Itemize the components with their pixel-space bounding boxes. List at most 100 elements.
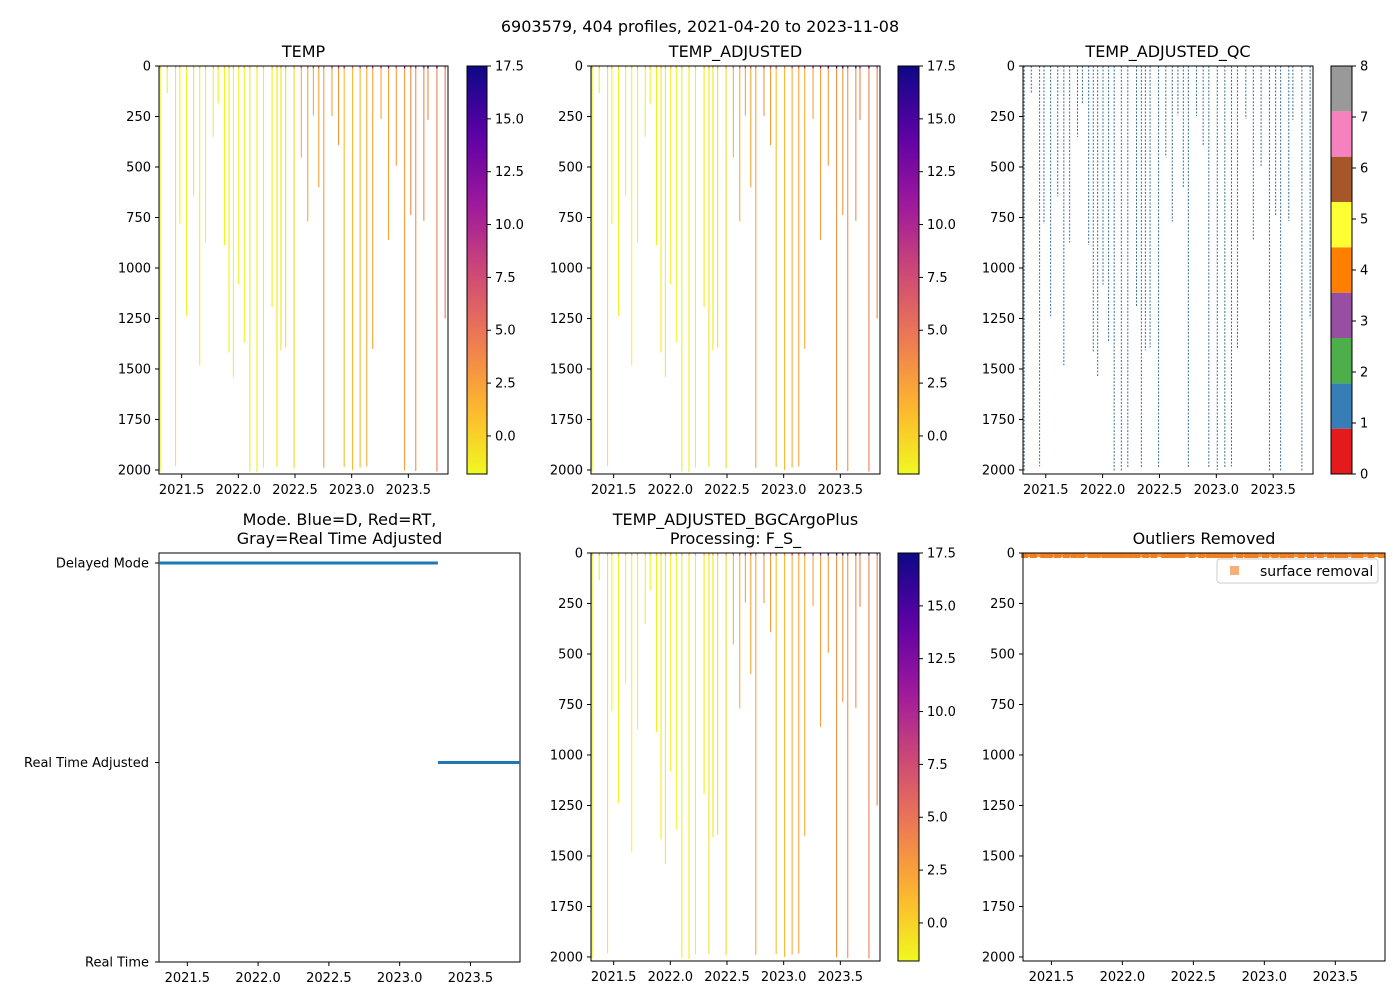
temp_qc-ytick-label: 500 <box>990 160 1015 175</box>
temp_adj-ytick-label: 1750 <box>550 413 583 428</box>
temp_adj-ytick-label: 0 <box>575 60 583 75</box>
outliers-ytick-label: 1500 <box>982 849 1015 864</box>
temp-xtick-label: 2023.0 <box>329 483 375 498</box>
bgc-colorbar-frame <box>897 552 920 962</box>
temp_qc-ytick-label: 250 <box>990 110 1015 125</box>
temp-frame <box>158 65 449 475</box>
outliers-xtick-label: 2022.5 <box>1171 970 1217 985</box>
mode-title-line: Mode. Blue=D, Red=RT, <box>243 510 437 529</box>
temp-ytick-label: 1750 <box>118 413 151 428</box>
bgc-colorbar-label: 0.0 <box>927 916 948 931</box>
temp_qc-colorbar-label: 3 <box>1360 315 1368 330</box>
outliers-ytick-label: 500 <box>990 647 1015 662</box>
mode-ytick-label: Delayed Mode <box>56 557 149 572</box>
temp-colorbar-label: 12.5 <box>495 165 524 180</box>
bgc-colorbar: 0.0 2.5 5.0 7.5 10.0 12.5 15.0 17.5 <box>897 547 956 962</box>
temp-xtick-label: 2022.5 <box>272 483 318 498</box>
temp_qc-colorbar-swatch <box>1331 338 1352 384</box>
temp_qc-ytick-label: 1500 <box>982 362 1015 377</box>
temp_adj-colorbar-label: 17.5 <box>927 60 956 75</box>
bgc-ytick-label: 500 <box>558 647 583 662</box>
temp_qc-xtick-label: 2022.5 <box>1137 483 1183 498</box>
temp_qc-colorbar-label: 1 <box>1360 417 1368 432</box>
temp_adj-colorbar-label: 12.5 <box>927 165 956 180</box>
temp_qc-colorbar-label: 7 <box>1360 111 1368 126</box>
bgc-ytick-label: 1750 <box>550 900 583 915</box>
mode-xtick-label: 2022.5 <box>306 971 352 986</box>
temp_adj-xtick-label: 2022.0 <box>648 483 694 498</box>
mode-frame <box>158 552 521 963</box>
temp_qc-ytick-label: 2000 <box>982 463 1015 478</box>
outliers-ytick-label: 1750 <box>982 900 1015 915</box>
temp-ytick-label: 250 <box>126 110 151 125</box>
temp-colorbar-label: 15.0 <box>495 112 524 127</box>
temp_qc-series <box>1023 66 1311 472</box>
mode-xtick-label: 2022.0 <box>235 971 281 986</box>
temp_adj-title: TEMP_ADJUSTED <box>668 42 802 62</box>
temp_qc-title: TEMP_ADJUSTED_QC <box>1084 42 1250 62</box>
bgc-ytick-label: 1000 <box>550 748 583 763</box>
temp_adj-colorbar-label: 7.5 <box>927 271 948 286</box>
bgc-colorbar-label: 7.5 <box>927 758 948 773</box>
outliers-legend: surface removal <box>1216 558 1379 584</box>
mode-xtick-label: 2023.0 <box>377 971 423 986</box>
temp-ytick-label: 1500 <box>118 362 151 377</box>
temp-colorbar: 0.0 2.5 5.0 7.5 10.0 12.5 15.0 17.5 <box>466 60 524 475</box>
temp_qc-colorbar-swatch <box>1331 247 1352 293</box>
temp-colorbar-fill <box>467 66 487 474</box>
temp_qc-colorbar-swatch <box>1331 428 1352 474</box>
temp_adj-colorbar-fill <box>898 66 919 474</box>
temp-xtick-label: 2022.0 <box>216 483 262 498</box>
mode-series <box>159 561 520 764</box>
mode-ytick-label: Real Time Adjusted <box>24 756 149 771</box>
temp_qc-colorbar-frame <box>1330 65 1353 475</box>
temp_adj-ytick-label: 1500 <box>550 362 583 377</box>
temp_qc-colorbar-label: 5 <box>1360 213 1368 228</box>
temp-axes: 2021.5 2022.0 2022.5 2023.0 2023.5 0 250 500 750… <box>118 42 449 498</box>
temp_adj-ytick-label: 250 <box>558 110 583 125</box>
temp_adj-axes: 2021.5 2022.0 2022.5 2023.0 2023.5 0 250 500 750… <box>550 42 881 498</box>
temp_qc-colorbar-swatch <box>1331 202 1352 248</box>
temp_qc-ytick-label: 1750 <box>982 413 1015 428</box>
temp_qc-colorbar-swatch <box>1331 383 1352 429</box>
mode-xtick-label: 2023.5 <box>448 971 494 986</box>
temp-colorbar-label: 7.5 <box>495 271 516 286</box>
mode-ytick-label: Real Time <box>85 956 149 971</box>
bgc-xtick-label: 2023.0 <box>761 970 807 985</box>
outliers-legend-label: surface removal <box>1260 564 1373 580</box>
outliers-ytick-label: 1250 <box>982 799 1015 814</box>
bgc-axes: 2021.5 2022.0 2022.5 2023.0 2023.5 0 250 500 750… <box>550 510 881 985</box>
temp_adj-xtick-label: 2022.5 <box>704 483 750 498</box>
temp-colorbar-label: 5.0 <box>495 324 516 339</box>
temp_qc-colorbar-swatch <box>1331 156 1352 202</box>
temp_qc-ytick-label: 750 <box>990 211 1015 226</box>
temp-colorbar-label: 0.0 <box>495 429 516 444</box>
bgc-ytick-label: 0 <box>575 547 583 562</box>
bgc-colorbar-fill <box>898 553 919 961</box>
temp-ytick-label: 1250 <box>118 312 151 327</box>
outliers-frame <box>1022 552 1386 962</box>
temp-series <box>159 66 446 472</box>
temp_adj-colorbar-label: 15.0 <box>927 112 956 127</box>
outliers-xtick-label: 2021.5 <box>1029 970 1075 985</box>
temp_adj-colorbar-label: 10.0 <box>927 218 956 233</box>
temp_adj-xtick-label: 2023.5 <box>818 483 864 498</box>
temp-ytick-label: 2000 <box>118 463 151 478</box>
bgc-ytick-label: 1250 <box>550 799 583 814</box>
mode-title-line: Gray=Real Time Adjusted <box>237 529 443 548</box>
temp_qc-colorbar-label: 0 <box>1360 468 1368 483</box>
temp_qc-colorbar-label: 8 <box>1360 60 1368 75</box>
temp_adj-ytick-label: 1000 <box>550 261 583 276</box>
bgc-xtick-label: 2023.5 <box>818 970 864 985</box>
temp_qc-colorbar-label: 2 <box>1360 366 1368 381</box>
outliers-xtick-label: 2023.0 <box>1242 970 1288 985</box>
temp_adj-series <box>591 66 878 472</box>
bgc-xtick-label: 2022.5 <box>704 970 750 985</box>
bgc-colorbar-label: 5.0 <box>927 811 948 826</box>
temp-xtick-label: 2023.5 <box>386 483 432 498</box>
bgc-series <box>591 553 878 959</box>
outliers-ytick-label: 0 <box>1007 547 1015 562</box>
temp-ytick-label: 0 <box>143 60 151 75</box>
temp_qc-colorbar-swatch <box>1331 111 1352 157</box>
outliers-xtick-label: 2022.0 <box>1100 970 1146 985</box>
